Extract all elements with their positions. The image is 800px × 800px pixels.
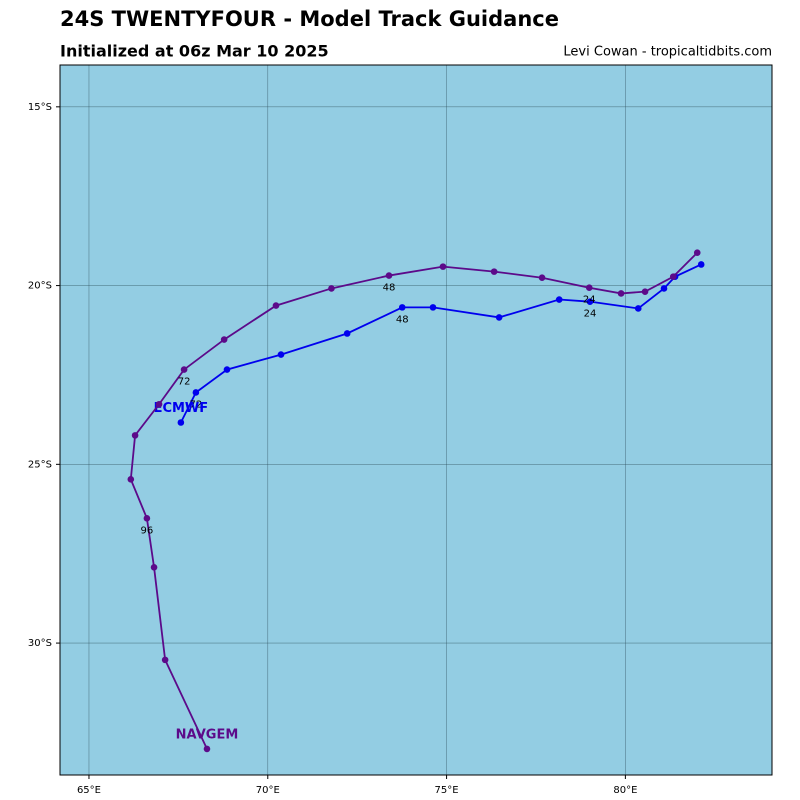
y-tick-label: 15°S <box>28 102 52 113</box>
chart-subtitle: Initialized at 06z Mar 10 2025 <box>60 42 329 61</box>
track-point <box>398 304 406 311</box>
track-point <box>131 432 139 439</box>
track-point <box>328 285 335 292</box>
x-tick-label: 65°E <box>77 785 101 796</box>
point-label: 72 <box>178 377 191 388</box>
plot-area <box>60 65 772 775</box>
track-point <box>634 305 642 312</box>
track-point <box>150 563 158 571</box>
track-point <box>223 366 231 373</box>
track-point <box>660 285 668 292</box>
track-point <box>641 288 649 295</box>
track-point <box>490 268 498 275</box>
x-tick-label: 75°E <box>435 785 459 796</box>
track-point <box>277 351 285 358</box>
track-point <box>127 476 135 483</box>
track-point <box>220 336 228 343</box>
track-point <box>385 272 393 279</box>
point-label: 48 <box>396 314 409 325</box>
plot-frame <box>59 64 773 776</box>
track-name: ECMWF <box>154 401 209 416</box>
track-line <box>180 263 702 423</box>
track-line <box>129 252 698 750</box>
track-point <box>143 515 151 522</box>
track-name: NAVGEM <box>176 727 239 742</box>
track-point <box>697 261 705 268</box>
track-point <box>555 296 563 303</box>
track-point <box>192 389 200 396</box>
track-point <box>343 330 351 337</box>
y-tick-label: 30°S <box>28 638 52 649</box>
y-tick-label: 20°S <box>28 281 52 292</box>
x-tick-label: 70°E <box>256 785 280 796</box>
x-tick-label: 80°E <box>613 785 637 796</box>
track-point <box>538 274 546 282</box>
track-point <box>495 314 503 321</box>
point-label: 48 <box>383 283 396 294</box>
track-point <box>617 290 625 297</box>
point-label: 24 <box>583 295 596 306</box>
track-point <box>203 745 211 753</box>
track-point <box>272 302 280 309</box>
point-label: 96 <box>141 525 154 536</box>
track-point <box>586 298 594 305</box>
point-label: 24 <box>584 309 597 320</box>
point-label: 72 <box>190 399 203 410</box>
y-tick-label: 25°S <box>28 459 52 470</box>
track-point <box>177 419 185 426</box>
track-point <box>155 400 163 408</box>
track-point <box>429 304 437 311</box>
track-point <box>585 284 593 292</box>
track-point <box>439 263 447 270</box>
track-point <box>693 249 701 256</box>
track-point <box>161 656 169 664</box>
track-point <box>180 366 188 373</box>
credit: Levi Cowan - tropicaltidbits.com <box>563 45 772 60</box>
chart-title: 24S TWENTYFOUR - Model Track Guidance <box>60 7 559 31</box>
track-point <box>669 273 677 280</box>
